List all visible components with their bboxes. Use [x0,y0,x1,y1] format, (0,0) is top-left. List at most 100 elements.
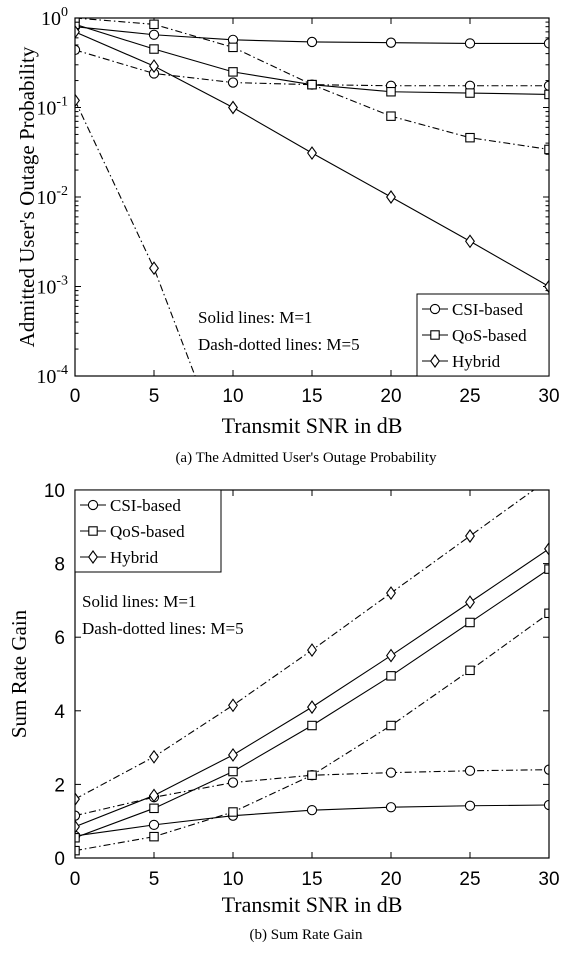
diamond-marker [544,279,549,294]
legend-label: CSI-based [110,496,181,515]
legend-label: Hybrid [110,548,159,567]
legend: CSI-based QoS-based Hybrid [416,293,550,377]
circle-marker [385,802,397,813]
y-tick-base: 10 [36,366,56,388]
x-tick-label: 10 [222,386,243,407]
diamond-marker [75,93,80,108]
y-tick-label: 6 [54,628,65,649]
diamond-marker [228,698,238,713]
annotation-text: Dash-dotted lines: M=5 [82,619,244,638]
y-tick-base: 10 [36,98,56,120]
x-tick-label: 10 [222,869,243,890]
square-marker [149,44,159,54]
circle-marker [543,764,549,775]
diamond-marker [228,100,238,115]
square-marker [149,831,159,842]
circle-marker [227,777,239,788]
circle-marker [385,767,397,778]
circle-marker [306,805,318,816]
square-marker [465,88,475,98]
x-tick-label: 25 [459,386,480,407]
diamond-marker [149,59,159,74]
x-tick-label: 5 [149,869,160,890]
legend-label: CSI-based [452,300,523,319]
diamond-marker [386,586,396,600]
diamond-marker [545,473,554,485]
square-marker [430,330,440,340]
legend-label: QoS-based [110,522,185,541]
circle-marker [464,38,476,49]
plot-frame [74,489,550,859]
square-marker [307,79,317,90]
y-axis-label: Sum Rate Gain [7,609,31,738]
figure-caption: (a) The Admitted User's Outage Probabili… [175,450,437,466]
diamond-marker [149,788,159,803]
y-tick-label: 0 [54,849,65,870]
circle-marker [227,77,239,88]
square-marker [386,720,396,731]
square-marker [307,770,317,780]
circle-marker [543,38,549,49]
square-marker [149,803,159,814]
diamond-marker [465,234,475,249]
diamond-marker [386,190,396,204]
y-tick-exponent: -1 [56,95,68,110]
diamond-marker [75,819,80,834]
plot-frame [74,17,550,377]
square-marker [465,617,475,628]
y-tick-label: 8 [54,555,65,576]
y-tick-exponent: 0 [61,5,68,20]
diamond-marker [386,648,396,663]
annotation-text: Solid lines: M=1 [82,592,196,611]
circle-marker [543,799,549,811]
y-tick-label: 10-1 [36,95,68,120]
y-tick-base: 10 [36,187,56,209]
x-tick-label: 15 [301,386,322,407]
square-marker [465,132,475,143]
circle-marker [306,36,318,48]
x-tick-label: 15 [301,869,322,890]
legend-label: Hybrid [452,352,501,371]
y-axis-label: Admitted User's Outage Probability [15,46,39,347]
diamond-marker [544,541,549,556]
x-axis-label: Transmit SNR in dB [222,413,403,438]
square-marker [228,42,238,53]
square-marker [465,665,475,676]
y-tick-base: 10 [36,277,56,299]
x-tick-label: 30 [538,386,559,407]
circle-marker [464,765,476,776]
diamond-marker [149,261,159,276]
x-tick-label: 5 [149,386,160,407]
series-line-diamond-dashdot [75,100,196,376]
y-tick-label: 10-2 [36,184,68,209]
circle-marker [87,499,99,511]
y-tick-exponent: -2 [56,184,68,199]
circle-marker [385,37,397,48]
y-tick-label: 10-4 [36,363,68,388]
x-tick-label: 0 [70,869,81,890]
y-tick-exponent: -4 [56,363,68,378]
annotation-text: Dash-dotted lines: M=5 [198,335,360,354]
annotation-text: Solid lines: M=1 [198,308,312,327]
diamond-marker [75,24,80,39]
x-tick-label: 30 [538,869,559,890]
diamond-marker [307,700,317,715]
x-tick-label: 25 [459,869,480,890]
diamond-marker [430,354,440,368]
square-marker [88,526,98,536]
diamond-marker [465,529,475,543]
square-marker [386,671,396,681]
x-axis-label: Transmit SNR in dB [222,892,403,917]
diamond-marker [307,643,317,658]
x-tick-label: 20 [380,386,401,407]
y-tick-label: 2 [54,775,65,796]
y-tick-label: 10 [44,481,65,502]
legend-label: QoS-based [452,326,527,345]
series-line-diamond-solid [75,548,549,828]
y-tick-label: 100 [41,5,68,30]
y-tick-exponent: -3 [56,274,68,289]
outage-probability-chart: 0 5 10 15 20 25 3010010-110-210-310-4Transmit … [15,5,560,466]
circle-marker [543,80,549,91]
square-marker [307,720,317,731]
